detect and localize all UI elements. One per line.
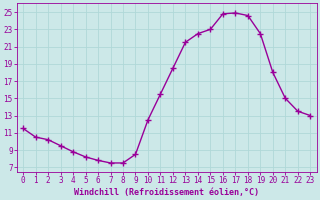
X-axis label: Windchill (Refroidissement éolien,°C): Windchill (Refroidissement éolien,°C) <box>74 188 259 197</box>
